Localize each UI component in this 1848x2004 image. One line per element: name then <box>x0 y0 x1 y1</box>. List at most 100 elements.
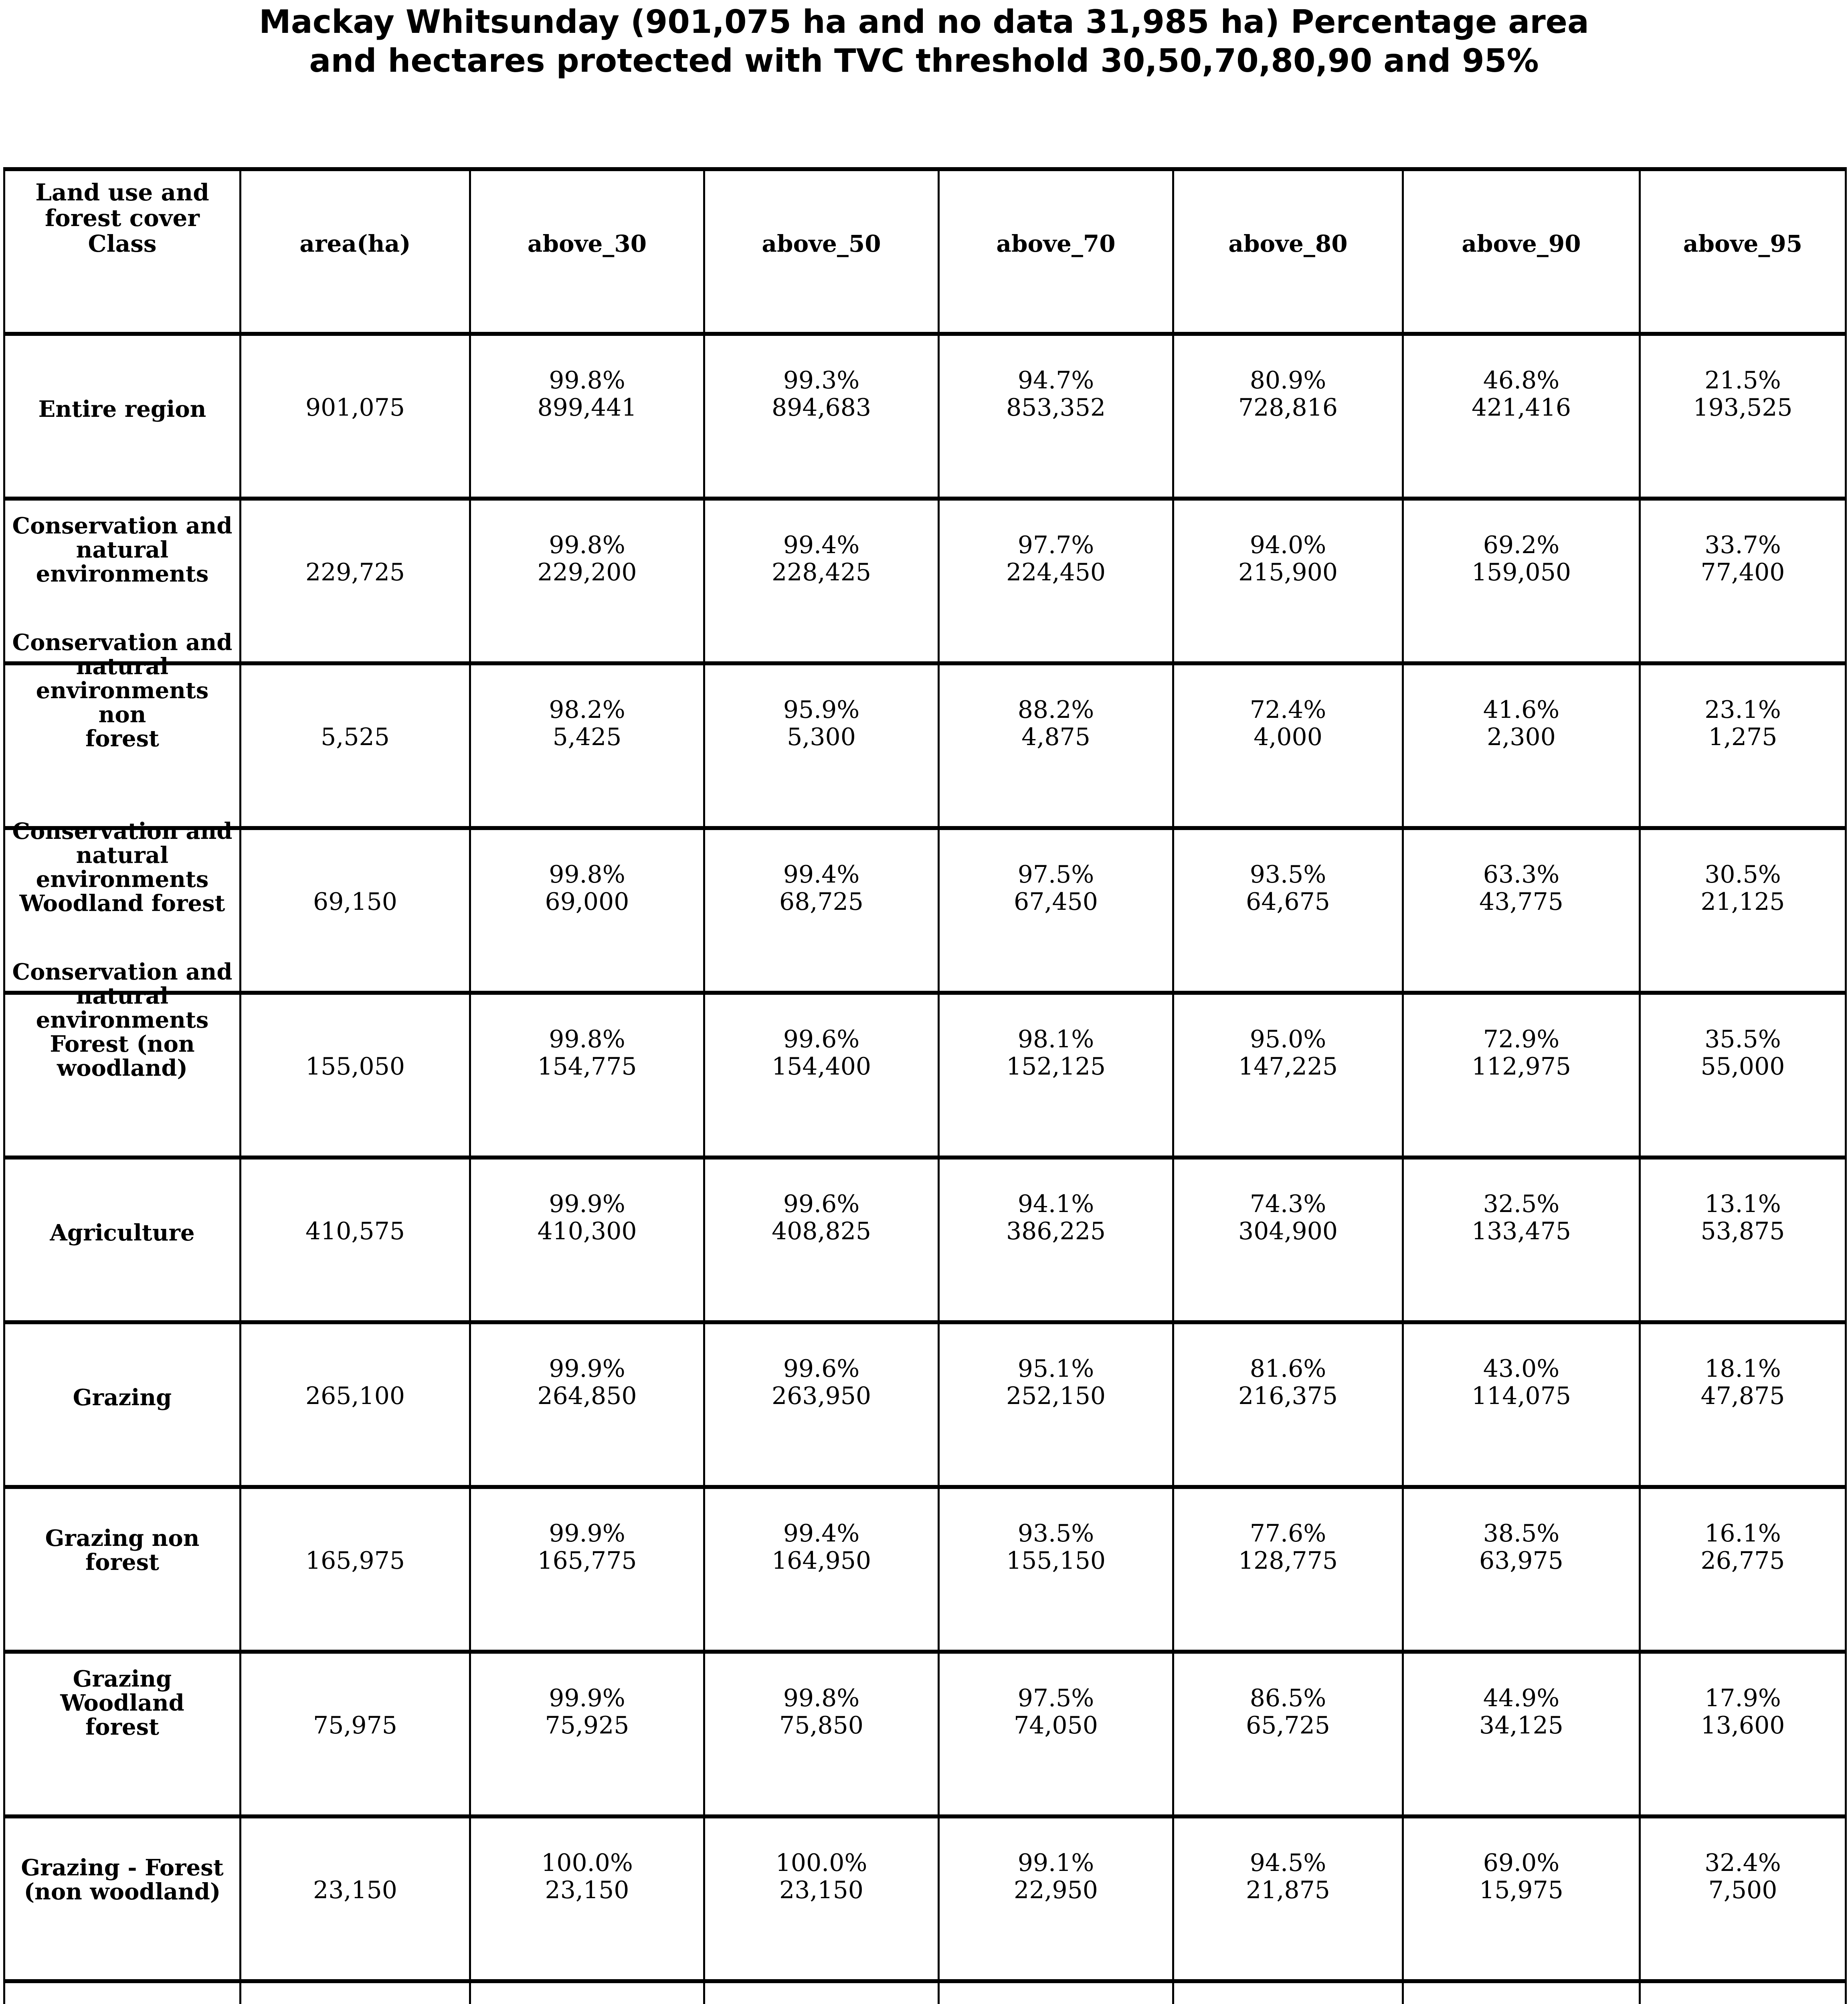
threshold-cell: 46.8% 421,416 <box>1404 336 1641 501</box>
hectares-value: 53,875 <box>1700 1217 1785 1245</box>
hectares-value: 13,600 <box>1700 1711 1785 1739</box>
hectares-value: 65,725 <box>1246 1711 1330 1739</box>
percent-value: 99.4% <box>783 860 860 889</box>
hectares-value: 224,450 <box>1006 558 1106 586</box>
hectares-value: 154,400 <box>771 1052 871 1081</box>
threshold-cell: 97.5% 67,450 <box>940 830 1174 995</box>
hectares-value: 2,300 <box>1487 723 1556 751</box>
hectares-value: 894,683 <box>771 393 871 422</box>
percent-value: 43.0% <box>1483 1354 1560 1383</box>
threshold-cell: 99.9% 264,850 <box>471 1324 705 1489</box>
percent-value: 13.1% <box>1704 1190 1781 1218</box>
threshold-cell: 100.0%145,400 <box>471 1983 705 2004</box>
hectares-value: 1,275 <box>1708 723 1777 751</box>
threshold-cell: 95.9% 5,300 <box>705 665 940 830</box>
hectares-value: 21,125 <box>1700 887 1785 916</box>
percent-value: 97.5% <box>1017 860 1094 889</box>
area-cell: 265,100 <box>241 1324 471 1489</box>
percent-value: 41.6% <box>1483 695 1560 724</box>
percent-value: 32.5% <box>1483 1190 1560 1218</box>
row-label: Grazing - Forest (non woodland) <box>21 1854 224 1905</box>
header-cell: above_50 <box>705 171 940 336</box>
percent-value: 88.2% <box>1017 695 1094 724</box>
hectares-value: 164,950 <box>771 1546 871 1575</box>
row-label-cell: Grazing - Forest (non woodland) <box>5 1818 241 1983</box>
percent-value: 46.8% <box>1483 366 1560 394</box>
threshold-cell: 99.9% 410,300 <box>471 1160 705 1324</box>
area-value: 410,575 <box>305 1217 405 1245</box>
hectares-value: 112,975 <box>1471 1052 1571 1081</box>
area-cell: 410,575 <box>241 1160 471 1324</box>
hectares-value: 155,150 <box>1006 1546 1106 1575</box>
hectares-value: 133,475 <box>1471 1217 1571 1245</box>
percent-value: 99.8% <box>549 1025 625 1053</box>
hectares-value: 67,450 <box>1014 887 1098 916</box>
threshold-cell: 99.8% 229,200 <box>471 501 705 665</box>
hectares-value: 128,775 <box>1238 1546 1338 1575</box>
threshold-cell: 98.1% 152,125 <box>940 995 1174 1160</box>
hectares-value: 410,300 <box>537 1217 637 1245</box>
row-label-cell: Conservation and natural environments <box>5 501 241 665</box>
header-cell: above_90 <box>1404 171 1641 336</box>
hectares-value: 304,900 <box>1238 1217 1338 1245</box>
hectares-value: 5,425 <box>552 723 622 751</box>
hectares-value: 4,000 <box>1254 723 1322 751</box>
percent-value: 30.5% <box>1704 860 1781 889</box>
threshold-cell: 16.1% 26,775 <box>1641 1489 1847 1654</box>
column-header: above_70 <box>996 230 1116 257</box>
hectares-value: 4,875 <box>1021 723 1090 751</box>
threshold-cell: 63.3% 43,775 <box>1404 830 1641 995</box>
row-label: Conservation and natural environments Wo… <box>12 818 233 917</box>
threshold-cell: 30.5% 21,125 <box>1641 830 1847 995</box>
header-cell: above_70 <box>940 171 1174 336</box>
hectares-value: 386,225 <box>1006 1217 1106 1245</box>
row-label-cell: Grazing non forest <box>5 1489 241 1654</box>
hectares-value: 55,000 <box>1700 1052 1785 1081</box>
percent-value: 32.4% <box>1704 1848 1781 1877</box>
percent-value: 94.7% <box>1017 366 1094 394</box>
percent-value: 35.5% <box>1704 1025 1781 1053</box>
hectares-value: 264,850 <box>537 1382 637 1410</box>
threshold-cell: 43.0% 114,075 <box>1404 1324 1641 1489</box>
percent-value: 99.8% <box>783 1684 860 1712</box>
percent-value: 86.5% <box>1250 1684 1326 1712</box>
area-cell: 155,050 <box>241 995 471 1160</box>
hectares-value: 23,150 <box>545 1876 629 1904</box>
percent-value: 98.2% <box>549 695 625 724</box>
percent-value: 38.5% <box>1483 1519 1560 1547</box>
row-label: Entire region <box>38 396 206 422</box>
threshold-cell: 88.2% 4,875 <box>940 665 1174 830</box>
hectares-value: 421,416 <box>1471 393 1571 422</box>
threshold-cell: 94.5% 21,875 <box>1174 1818 1404 1983</box>
percent-value: 81.6% <box>1250 1354 1326 1383</box>
percent-value: 69.0% <box>1483 1848 1560 1877</box>
threshold-cell: 41.6% 2,300 <box>1404 665 1641 830</box>
row-label: Conservation and natural environments no… <box>12 629 233 752</box>
percent-value: 44.9% <box>1483 1684 1560 1712</box>
threshold-cell: 4.1%6,000 <box>1641 1983 1847 2004</box>
hectares-value: 47,875 <box>1700 1382 1785 1410</box>
threshold-cell: 97.5% 74,050 <box>940 1654 1174 1818</box>
threshold-cell: 99.6% 154,400 <box>705 995 940 1160</box>
threshold-cell: 98.2% 5,425 <box>471 665 705 830</box>
percent-value: 99.9% <box>549 1354 625 1383</box>
percent-value: 99.6% <box>783 1190 860 1218</box>
area-value: 5,525 <box>321 723 390 751</box>
column-header: area(ha) <box>299 230 411 257</box>
hectares-value: 22,950 <box>1014 1876 1098 1904</box>
threshold-cell: 32.5% 133,475 <box>1404 1160 1641 1324</box>
percent-value: 97.5% <box>1017 1684 1094 1712</box>
title-line-1: Mackay Whitsunday (901,075 ha and no dat… <box>259 3 1589 40</box>
area-value: 265,100 <box>305 1382 405 1410</box>
threshold-cell: 99.9% 75,925 <box>471 1654 705 1818</box>
hectares-value: 5,300 <box>787 723 856 751</box>
column-header: Land use and forest cover Class <box>35 178 209 257</box>
row-label: Agriculture <box>50 1219 195 1246</box>
hectares-value: 74,050 <box>1014 1711 1098 1739</box>
percent-value: 16.1% <box>1704 1519 1781 1547</box>
threshold-cell: 95.1% 252,150 <box>940 1324 1174 1489</box>
percent-value: 18.1% <box>1704 1354 1781 1383</box>
hectares-value: 64,675 <box>1246 887 1330 916</box>
threshold-cell: 99.6% 263,950 <box>705 1324 940 1489</box>
hectares-value: 114,075 <box>1471 1382 1571 1410</box>
